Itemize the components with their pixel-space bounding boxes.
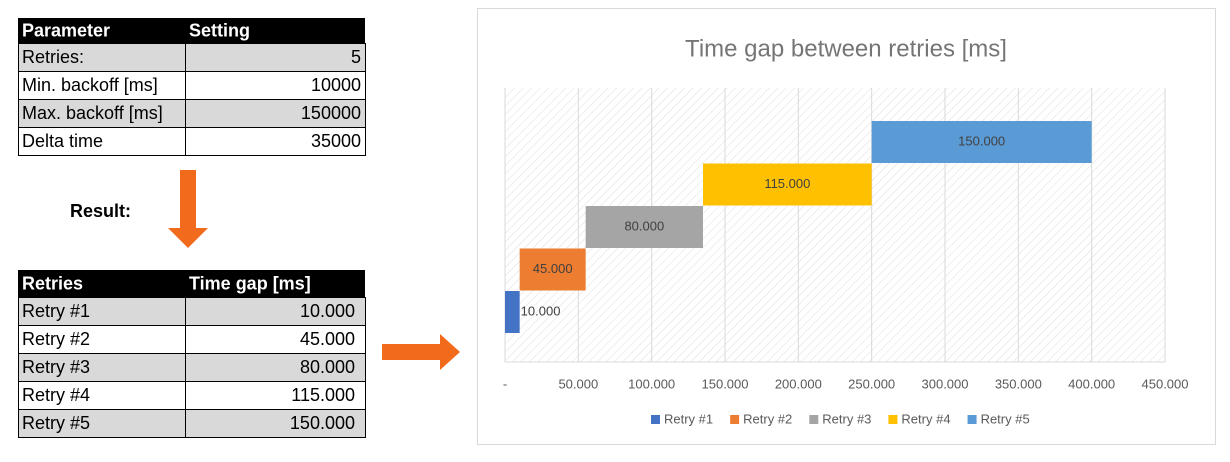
row-label: Retry #2	[22, 329, 90, 349]
legend-swatch	[967, 415, 977, 424]
legend-label: Retry #4	[901, 411, 950, 426]
table-cell	[185, 409, 366, 438]
header-cell: Setting	[189, 20, 250, 40]
bar	[703, 163, 872, 206]
x-tick-label: 250.000	[848, 376, 895, 391]
row-label: Retry #5	[22, 413, 90, 433]
table-cell	[18, 325, 186, 354]
row-value: 80.000	[300, 357, 355, 377]
legend-label: Retry #3	[822, 411, 871, 426]
legend-swatch	[888, 415, 898, 424]
table-cell	[18, 353, 186, 382]
table-cell	[18, 99, 186, 128]
table-cell	[185, 127, 366, 156]
header-cell: Retries	[22, 273, 83, 293]
legend-label: Retry #1	[664, 411, 713, 426]
chart-title: Time gap between retries [ms]	[685, 35, 1007, 62]
value-label: 10.000	[521, 303, 561, 318]
table-header	[18, 270, 365, 297]
row-value: 10000	[311, 75, 361, 95]
value-label: 80.000	[624, 218, 664, 233]
legend-swatch	[730, 415, 740, 424]
x-tick-label: 350.000	[995, 376, 1042, 391]
row-value: 45.000	[300, 329, 355, 349]
value-label: 150.000	[958, 133, 1005, 148]
row-value: 150.000	[290, 413, 355, 433]
table-cell	[185, 99, 366, 128]
row-value: 10.000	[300, 301, 355, 321]
result-label: Result:	[70, 201, 131, 221]
header-cell: Time gap [ms]	[189, 273, 311, 293]
table-cell	[18, 127, 186, 156]
x-tick-label: 150.000	[702, 376, 749, 391]
row-label: Min. backoff [ms]	[22, 75, 158, 95]
value-label: 45.000	[533, 261, 573, 276]
row-value: 150000	[301, 103, 361, 123]
bar	[871, 121, 1092, 163]
bar	[585, 206, 703, 248]
row-label: Max. backoff [ms]	[22, 103, 163, 123]
x-tick-label: 300.000	[922, 376, 969, 391]
row-label: Retry #4	[22, 385, 90, 405]
right-arrow	[382, 334, 460, 370]
bar	[505, 291, 520, 333]
legend-swatch	[809, 415, 819, 424]
table-cell	[185, 43, 366, 72]
table-cell	[18, 381, 186, 410]
table-cell	[18, 409, 186, 438]
row-label: Retries:	[22, 47, 84, 67]
legend-swatch	[651, 415, 660, 424]
row-value: 115.000	[291, 385, 355, 405]
row-value: 5	[351, 47, 361, 67]
down-arrow	[168, 170, 208, 248]
table-header	[18, 18, 365, 43]
row-label: Retry #1	[22, 301, 90, 321]
value-label: 115.000	[764, 176, 810, 191]
table-cell	[185, 71, 366, 100]
table-cell	[185, 325, 366, 354]
x-tick-label: -	[503, 376, 507, 391]
legend-label: Retry #2	[743, 411, 792, 426]
table-cell	[18, 297, 186, 326]
x-tick-label: 450.000	[1142, 376, 1189, 391]
row-label: Retry #3	[22, 357, 90, 377]
row-value: 35000	[311, 131, 361, 151]
table-cell	[185, 353, 366, 382]
bar	[519, 248, 586, 291]
x-tick-label: 50.000	[558, 376, 598, 391]
table-cell	[185, 381, 366, 410]
header-cell: Parameter	[22, 20, 110, 40]
x-tick-label: 100.000	[628, 376, 675, 391]
x-tick-label: 400.000	[1068, 376, 1115, 391]
x-tick-label: 200.000	[775, 376, 822, 391]
legend-label: Retry #5	[981, 411, 1030, 426]
row-label: Delta time	[22, 131, 103, 151]
